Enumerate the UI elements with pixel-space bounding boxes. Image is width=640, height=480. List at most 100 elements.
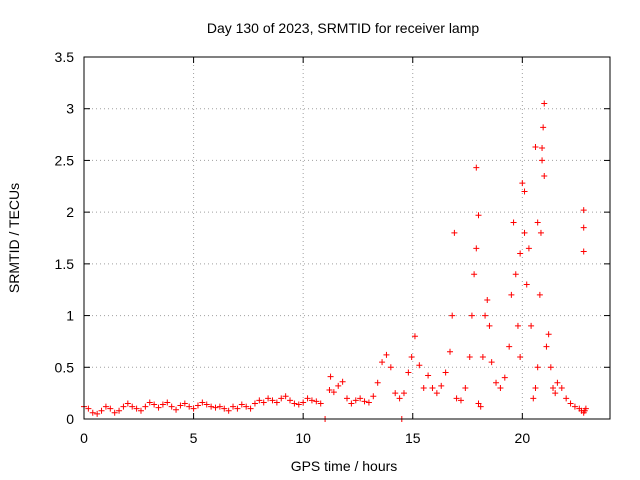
data-point: [506, 343, 513, 350]
data-point: [194, 402, 201, 409]
data-point: [510, 219, 517, 226]
data-point: [107, 405, 114, 412]
data-point: [282, 393, 289, 400]
data-point: [111, 409, 118, 416]
data-point: [512, 271, 519, 278]
data-point: [466, 353, 473, 360]
data-point: [438, 382, 445, 389]
data-point: [482, 312, 489, 319]
data-points: [81, 100, 589, 422]
data-point: [177, 402, 184, 409]
data-point: [477, 403, 484, 410]
data-point: [379, 359, 386, 366]
data-point: [137, 407, 144, 414]
data-point: [208, 403, 215, 410]
y-tick-label: 0: [66, 411, 74, 427]
data-point: [330, 389, 337, 396]
data-point: [133, 405, 140, 412]
data-point: [508, 291, 515, 298]
data-point: [186, 403, 193, 410]
data-point: [278, 395, 285, 402]
data-point: [260, 399, 267, 406]
data-point: [493, 379, 500, 386]
data-point: [536, 291, 543, 298]
data-point: [519, 180, 526, 187]
data-point: [550, 384, 557, 391]
data-point: [473, 245, 480, 252]
data-point: [530, 395, 537, 402]
data-point: [547, 364, 554, 371]
data-point: [300, 399, 307, 406]
data-point: [326, 387, 333, 394]
data-point: [539, 145, 546, 152]
data-point: [517, 250, 524, 257]
data-point: [420, 384, 427, 391]
data-point: [541, 172, 548, 179]
data-point: [190, 405, 197, 412]
data-point: [457, 397, 464, 404]
y-tick-label: 3: [66, 101, 74, 117]
data-point: [514, 322, 521, 329]
data-point: [370, 393, 377, 400]
data-point: [129, 403, 136, 410]
x-tick-label: 5: [190, 430, 198, 446]
x-axis-label: GPS time / hours: [291, 458, 398, 474]
data-point: [269, 397, 276, 404]
data-point: [361, 398, 368, 405]
y-tick-label: 2.5: [55, 152, 75, 168]
data-point: [449, 312, 456, 319]
data-point: [416, 362, 423, 369]
data-point: [517, 353, 524, 360]
data-point: [523, 281, 530, 288]
data-point: [433, 390, 440, 397]
data-point: [168, 403, 175, 410]
data-point: [541, 100, 548, 107]
data-point: [479, 353, 486, 360]
y-tick-label: 3.5: [55, 49, 75, 65]
data-point: [221, 405, 228, 412]
data-point: [528, 322, 535, 329]
data-point: [400, 390, 407, 397]
y-tick-label: 0.5: [55, 359, 75, 375]
data-point: [392, 390, 399, 397]
data-point: [173, 406, 180, 413]
data-point: [142, 403, 149, 410]
data-point: [451, 229, 458, 236]
data-point: [387, 364, 394, 371]
data-point: [313, 398, 320, 405]
data-point: [497, 384, 504, 391]
axis-ticks: 0 0.5 1 1.5 2 2.5 3 3.5 0 5 10 15 20: [55, 49, 610, 446]
data-point: [287, 397, 294, 404]
data-point: [212, 404, 219, 411]
data-point: [374, 379, 381, 386]
x-tick-label: 20: [515, 430, 531, 446]
data-point: [335, 382, 342, 389]
data-point: [98, 407, 105, 414]
data-point: [181, 400, 188, 407]
data-point: [151, 401, 158, 408]
data-point: [563, 395, 570, 402]
data-point: [580, 224, 587, 231]
data-point: [462, 384, 469, 391]
plot-frame: [83, 56, 611, 420]
data-point: [265, 395, 272, 402]
data-point: [357, 395, 364, 402]
data-point: [339, 378, 346, 385]
data-point: [475, 400, 482, 407]
data-point: [488, 359, 495, 366]
data-point: [164, 399, 171, 406]
data-point: [365, 399, 372, 406]
data-point: [537, 229, 544, 236]
data-point: [159, 401, 166, 408]
data-point: [348, 400, 355, 407]
y-tick-label: 1.5: [55, 256, 75, 272]
data-point: [453, 395, 460, 402]
data-point: [534, 219, 541, 226]
data-point: [475, 212, 482, 219]
data-point: [539, 157, 546, 164]
chart-title: Day 130 of 2023, SRMTID for receiver lam…: [207, 20, 480, 36]
data-point: [304, 395, 311, 402]
data-point: [89, 409, 96, 416]
data-point: [442, 369, 449, 376]
